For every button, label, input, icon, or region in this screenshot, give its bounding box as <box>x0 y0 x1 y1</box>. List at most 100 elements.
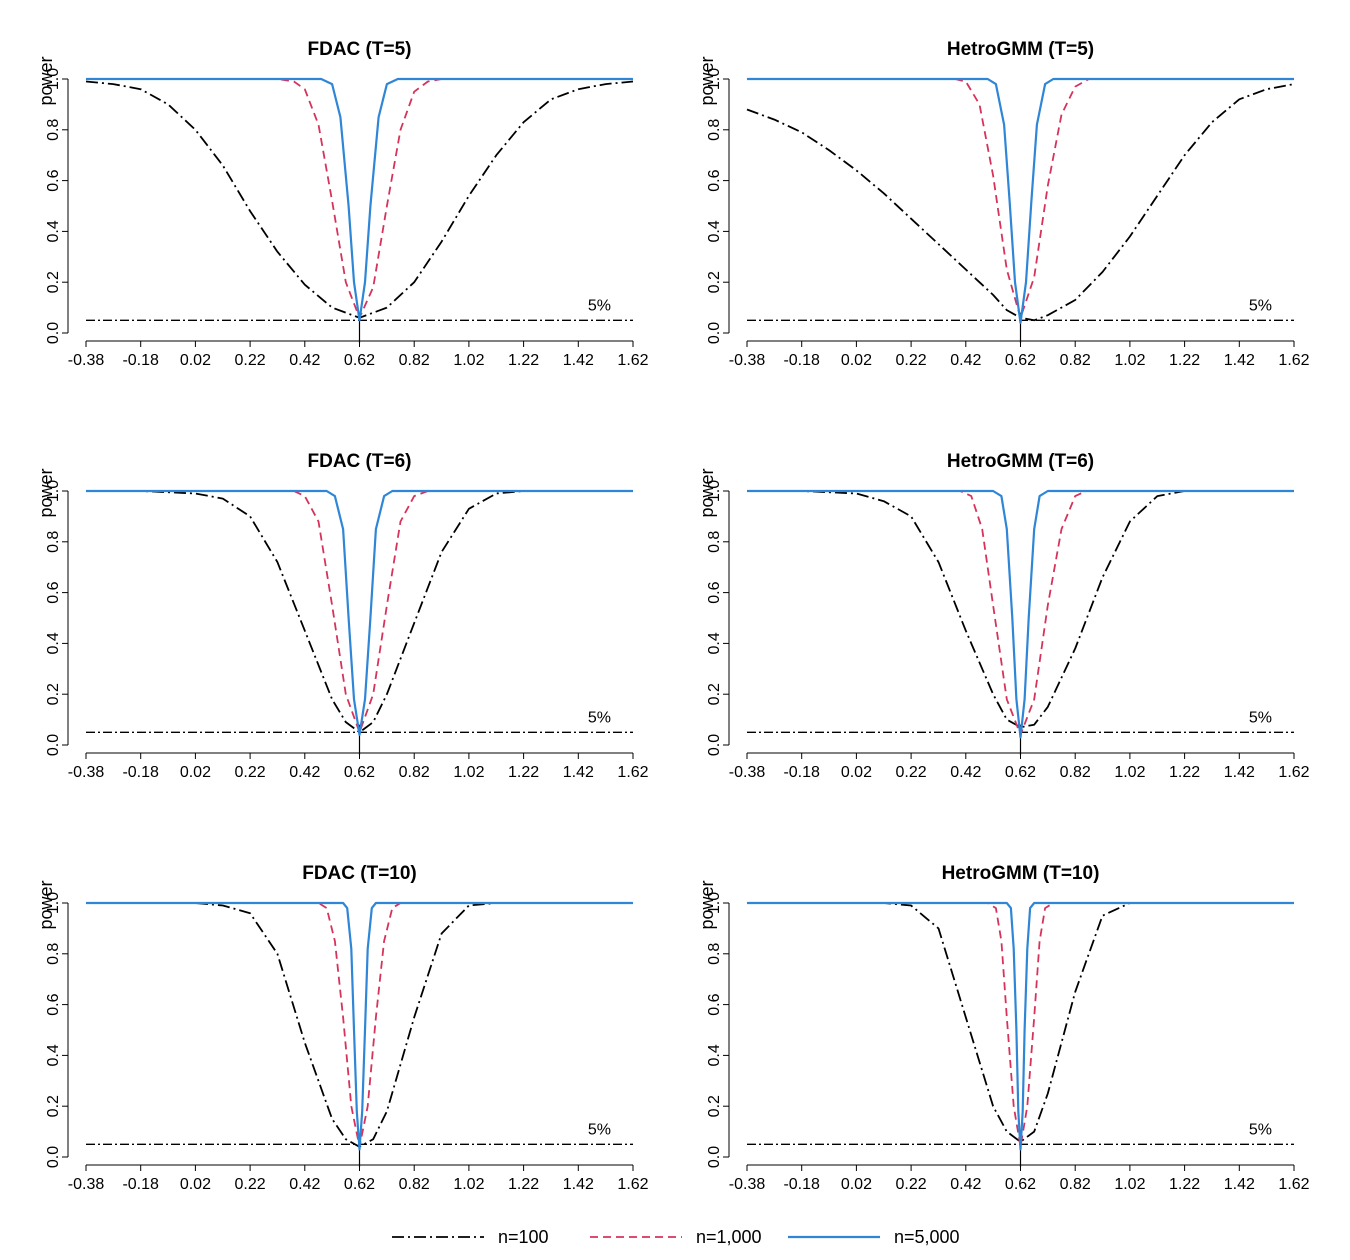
x-tick-label: 0.02 <box>180 764 211 781</box>
x-tick-label: 0.42 <box>289 1176 320 1193</box>
reference-line-label: 5% <box>1249 1121 1272 1138</box>
y-axis-label: power <box>697 468 717 517</box>
x-tick-label: 0.02 <box>180 1176 211 1193</box>
legend-label-2: n=1,000 <box>696 1227 762 1247</box>
y-tick-label: 0.8 <box>706 531 723 553</box>
y-tick-label: 0.6 <box>706 169 723 191</box>
x-tick-label: 0.62 <box>1005 764 1036 781</box>
chart-title: FDAC (T=6) <box>308 451 412 472</box>
x-tick-label: 0.82 <box>399 764 430 781</box>
x-tick-label: -0.18 <box>783 764 820 781</box>
series-line-n5000 <box>747 489 1294 739</box>
x-tick-label: 1.42 <box>1224 764 1255 781</box>
x-tick-label: 1.02 <box>1114 1176 1145 1193</box>
x-tick-label: 1.22 <box>1169 1176 1200 1193</box>
y-tick-label: 0.8 <box>45 531 62 553</box>
y-tick-label: 0.8 <box>45 119 62 141</box>
x-tick-label: 1.02 <box>453 352 484 369</box>
y-tick-label: 0.2 <box>706 271 723 293</box>
x-tick-label: 0.02 <box>841 1176 872 1193</box>
y-tick-label: 0.4 <box>45 220 62 242</box>
x-tick-label: 1.62 <box>1278 764 1309 781</box>
y-tick-label: 0.0 <box>706 1146 723 1168</box>
reference-line-label: 5% <box>1249 297 1272 314</box>
x-tick-label: 0.02 <box>841 352 872 369</box>
series-line-n100 <box>747 902 1294 1143</box>
x-tick-label: 1.42 <box>1224 352 1255 369</box>
y-tick-label: 1.0 <box>706 68 723 90</box>
x-tick-label: 0.22 <box>235 352 266 369</box>
y-tick-label: 0.0 <box>45 1146 62 1168</box>
x-tick-label: 0.22 <box>235 1176 266 1193</box>
x-tick-label: -0.18 <box>122 764 159 781</box>
series-line-n100 <box>746 83 1295 322</box>
x-tick-label: -0.38 <box>729 352 766 369</box>
x-tick-label: 0.02 <box>180 352 211 369</box>
x-tick-label: 1.02 <box>453 764 484 781</box>
x-tick-label: 1.42 <box>563 352 594 369</box>
x-tick-label: 1.22 <box>1169 352 1200 369</box>
x-tick-label: -0.38 <box>68 1176 105 1193</box>
series-line-n5000 <box>747 901 1294 1151</box>
chart-title: FDAC (T=5) <box>308 39 412 60</box>
x-tick-label: 0.22 <box>896 352 927 369</box>
y-tick-label: 0.2 <box>706 683 723 705</box>
x-tick-label: 0.42 <box>950 352 981 369</box>
series-line-n1000 <box>86 78 633 319</box>
x-tick-label: 0.82 <box>399 1176 430 1193</box>
x-tick-label: 0.62 <box>344 352 375 369</box>
reference-line-label: 5% <box>588 297 611 314</box>
x-tick-label: 1.02 <box>1114 764 1145 781</box>
series-line-n100 <box>86 902 633 1148</box>
x-tick-label: 1.62 <box>1278 1176 1309 1193</box>
y-axis-label: power <box>36 880 56 929</box>
x-tick-label: 0.82 <box>1060 1176 1091 1193</box>
chart-title: HetroGMM (T=6) <box>947 451 1094 472</box>
x-tick-label: 0.02 <box>841 764 872 781</box>
x-tick-label: 0.62 <box>1005 1176 1036 1193</box>
y-tick-label: 0.8 <box>706 943 723 965</box>
y-tick-label: 0.2 <box>706 1095 723 1117</box>
x-tick-label: -0.18 <box>122 352 159 369</box>
x-tick-label: 0.82 <box>1060 352 1091 369</box>
y-tick-label: 0.4 <box>706 220 723 242</box>
x-tick-label: 1.22 <box>508 1176 539 1193</box>
series-line-n1000 <box>86 902 633 1148</box>
y-tick-label: 0.4 <box>45 632 62 654</box>
x-tick-label: -0.38 <box>68 352 105 369</box>
legend: n=100 n=1,000 n=5,000 <box>392 1227 960 1247</box>
x-tick-label: 0.42 <box>289 352 320 369</box>
x-tick-label: 1.42 <box>563 1176 594 1193</box>
series-line-n1000 <box>747 902 1294 1148</box>
y-tick-label: 0.4 <box>706 1044 723 1066</box>
y-tick-label: 1.0 <box>706 480 723 502</box>
x-tick-label: -0.18 <box>783 1176 820 1193</box>
x-tick-label: 0.22 <box>235 764 266 781</box>
x-tick-label: 1.42 <box>563 764 594 781</box>
x-tick-label: 1.62 <box>617 1176 648 1193</box>
y-tick-label: 0.0 <box>706 322 723 344</box>
y-tick-label: 0.6 <box>706 581 723 603</box>
x-tick-label: 1.42 <box>1224 1176 1255 1193</box>
chart-title: HetroGMM (T=5) <box>947 39 1094 60</box>
x-tick-label: 0.62 <box>1005 352 1036 369</box>
x-tick-label: 0.82 <box>399 352 430 369</box>
x-tick-label: 0.42 <box>950 764 981 781</box>
y-tick-label: 1.0 <box>706 892 723 914</box>
y-axis-label: power <box>36 468 56 517</box>
x-tick-label: 1.22 <box>508 352 539 369</box>
x-tick-label: 1.22 <box>508 764 539 781</box>
x-tick-label: -0.18 <box>783 352 820 369</box>
y-tick-label: 0.2 <box>45 1095 62 1117</box>
x-tick-label: -0.38 <box>729 1176 766 1193</box>
series-line-n5000 <box>86 77 633 322</box>
series-line-n100 <box>747 490 1294 729</box>
x-tick-label: 1.62 <box>617 352 648 369</box>
series-line-n100 <box>86 490 633 734</box>
series-line-n1000 <box>747 490 1294 736</box>
x-tick-label: 0.62 <box>344 1176 375 1193</box>
